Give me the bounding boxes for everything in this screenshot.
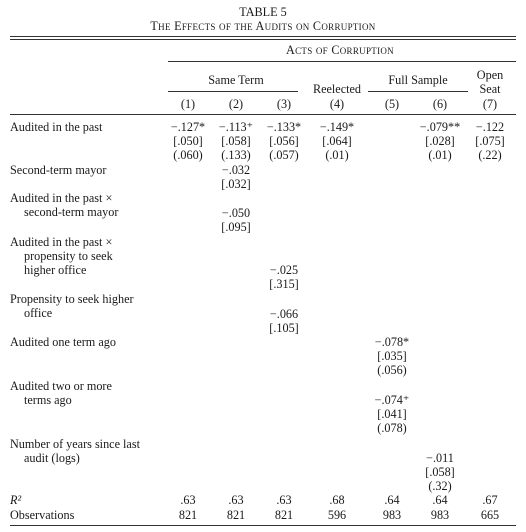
pv-two-terms-5: (.078) bbox=[377, 421, 407, 435]
coef-audited-1: −.127* bbox=[170, 120, 206, 134]
se-audited-1: [.050] bbox=[173, 134, 203, 148]
se-two-terms-5: [.041] bbox=[377, 407, 407, 421]
r2-1: .63 bbox=[180, 493, 196, 507]
row-label-years-since-2: audit (logs) bbox=[24, 451, 80, 465]
pv-audited-7: (.22) bbox=[478, 148, 502, 162]
se-audited-x-propensity-3: [.315] bbox=[269, 277, 299, 291]
obs-7: 665 bbox=[480, 508, 500, 522]
r2-4: .68 bbox=[329, 493, 345, 507]
obs-4: 596 bbox=[327, 508, 347, 522]
coef-audited-2: −.113⁺ bbox=[218, 120, 254, 134]
group-open-seat-line1: Open bbox=[476, 68, 504, 82]
coef-one-term-5: −.078* bbox=[374, 335, 410, 349]
row-label-propensity-2: office bbox=[24, 306, 53, 320]
se-one-term-5: [.035] bbox=[377, 349, 407, 363]
se-years-since-6: [.058] bbox=[425, 465, 455, 479]
group-rule-full-sample bbox=[368, 91, 468, 92]
col-header-3: (3) bbox=[276, 97, 292, 111]
pv-audited-4: (.01) bbox=[325, 148, 349, 162]
se-audited-x-second-2: [.095] bbox=[221, 220, 251, 234]
col-header-2: (2) bbox=[228, 97, 244, 111]
coef-audited-6: −.079** bbox=[419, 120, 461, 134]
row-label-audited-x-second-2: second-term mayor bbox=[24, 205, 119, 219]
bottom-rule bbox=[10, 525, 516, 526]
r2-3: .63 bbox=[276, 493, 292, 507]
group-reelected: Reelected bbox=[312, 82, 362, 96]
r2-6: .64 bbox=[432, 493, 448, 507]
spanner-rule bbox=[168, 61, 516, 62]
obs-1: 821 bbox=[178, 508, 198, 522]
pv-one-term-5: (.056) bbox=[377, 363, 407, 377]
row-label-two-terms-1: Audited two or more bbox=[10, 379, 112, 393]
col-header-7: (7) bbox=[482, 97, 498, 111]
coef-audited-3: −.133* bbox=[266, 120, 302, 134]
obs-5: 983 bbox=[382, 508, 402, 522]
row-label-audited-x-propensity-2: propensity to seek bbox=[24, 249, 113, 263]
se-audited-4: [.064] bbox=[322, 134, 352, 148]
group-same-term: Same Term bbox=[208, 73, 264, 87]
row-label-second-term: Second-term mayor bbox=[10, 163, 107, 177]
pv-audited-3: (.057) bbox=[269, 148, 299, 162]
group-rule-same-term bbox=[168, 91, 298, 92]
col-header-1: (1) bbox=[180, 97, 196, 111]
top-rule-2 bbox=[10, 39, 516, 40]
spanner-header: Acts of Corruption bbox=[286, 43, 394, 57]
se-second-term-2: [.032] bbox=[221, 177, 251, 191]
se-audited-6: [.028] bbox=[425, 134, 455, 148]
row-label-audited-x-second-1: Audited in the past × bbox=[10, 191, 113, 205]
row-label-years-since-1: Number of years since last bbox=[10, 437, 140, 451]
coef-second-term-2: −.032 bbox=[221, 163, 251, 177]
pv-audited-6: (.01) bbox=[428, 148, 452, 162]
col-header-6: (6) bbox=[432, 97, 448, 111]
col-header-4: (4) bbox=[329, 97, 345, 111]
pv-audited-2: (.133) bbox=[221, 148, 251, 162]
coef-audited-x-second-2: −.050 bbox=[221, 206, 251, 220]
row-label-propensity-1: Propensity to seek higher bbox=[10, 292, 134, 306]
coef-two-terms-5: −.074⁺ bbox=[374, 393, 410, 407]
se-propensity-3: [.105] bbox=[269, 321, 299, 335]
row-label-r2: R² bbox=[10, 493, 22, 507]
row-label-two-terms-2: terms ago bbox=[24, 393, 72, 407]
coef-audited-4: −.149* bbox=[319, 120, 355, 134]
group-full-sample: Full Sample bbox=[388, 73, 448, 87]
coef-propensity-3: −.066 bbox=[269, 307, 299, 321]
obs-3: 821 bbox=[274, 508, 294, 522]
se-audited-2: [.058] bbox=[221, 134, 251, 148]
obs-6: 983 bbox=[430, 508, 450, 522]
row-label-one-term: Audited one term ago bbox=[10, 335, 116, 349]
table-caption: The Effects of the Audits on Corruption bbox=[150, 19, 376, 33]
header-bottom-rule bbox=[10, 114, 516, 115]
pv-audited-1: (.060) bbox=[173, 148, 203, 162]
row-label-audited-x-propensity-1: Audited in the past × bbox=[10, 235, 113, 249]
pv-years-since-6: (.32) bbox=[428, 479, 452, 493]
se-audited-7: [.075] bbox=[475, 134, 505, 148]
row-label-observations: Observations bbox=[10, 508, 75, 522]
group-open-seat-line2: Seat bbox=[479, 82, 501, 96]
table-number: TABLE 5 bbox=[239, 5, 287, 19]
top-rule-1 bbox=[10, 36, 516, 37]
se-audited-3: [.056] bbox=[269, 134, 299, 148]
coef-audited-7: −.122 bbox=[475, 120, 505, 134]
r2-2: .63 bbox=[228, 493, 244, 507]
r2-7: .67 bbox=[482, 493, 498, 507]
obs-2: 821 bbox=[226, 508, 246, 522]
r2-5: .64 bbox=[384, 493, 400, 507]
coef-audited-x-propensity-3: −.025 bbox=[269, 263, 299, 277]
col-header-5: (5) bbox=[384, 97, 400, 111]
row-label-audited-x-propensity-3: higher office bbox=[24, 263, 87, 277]
coef-years-since-6: −.011 bbox=[426, 451, 454, 465]
row-label-audited: Audited in the past bbox=[10, 120, 103, 134]
